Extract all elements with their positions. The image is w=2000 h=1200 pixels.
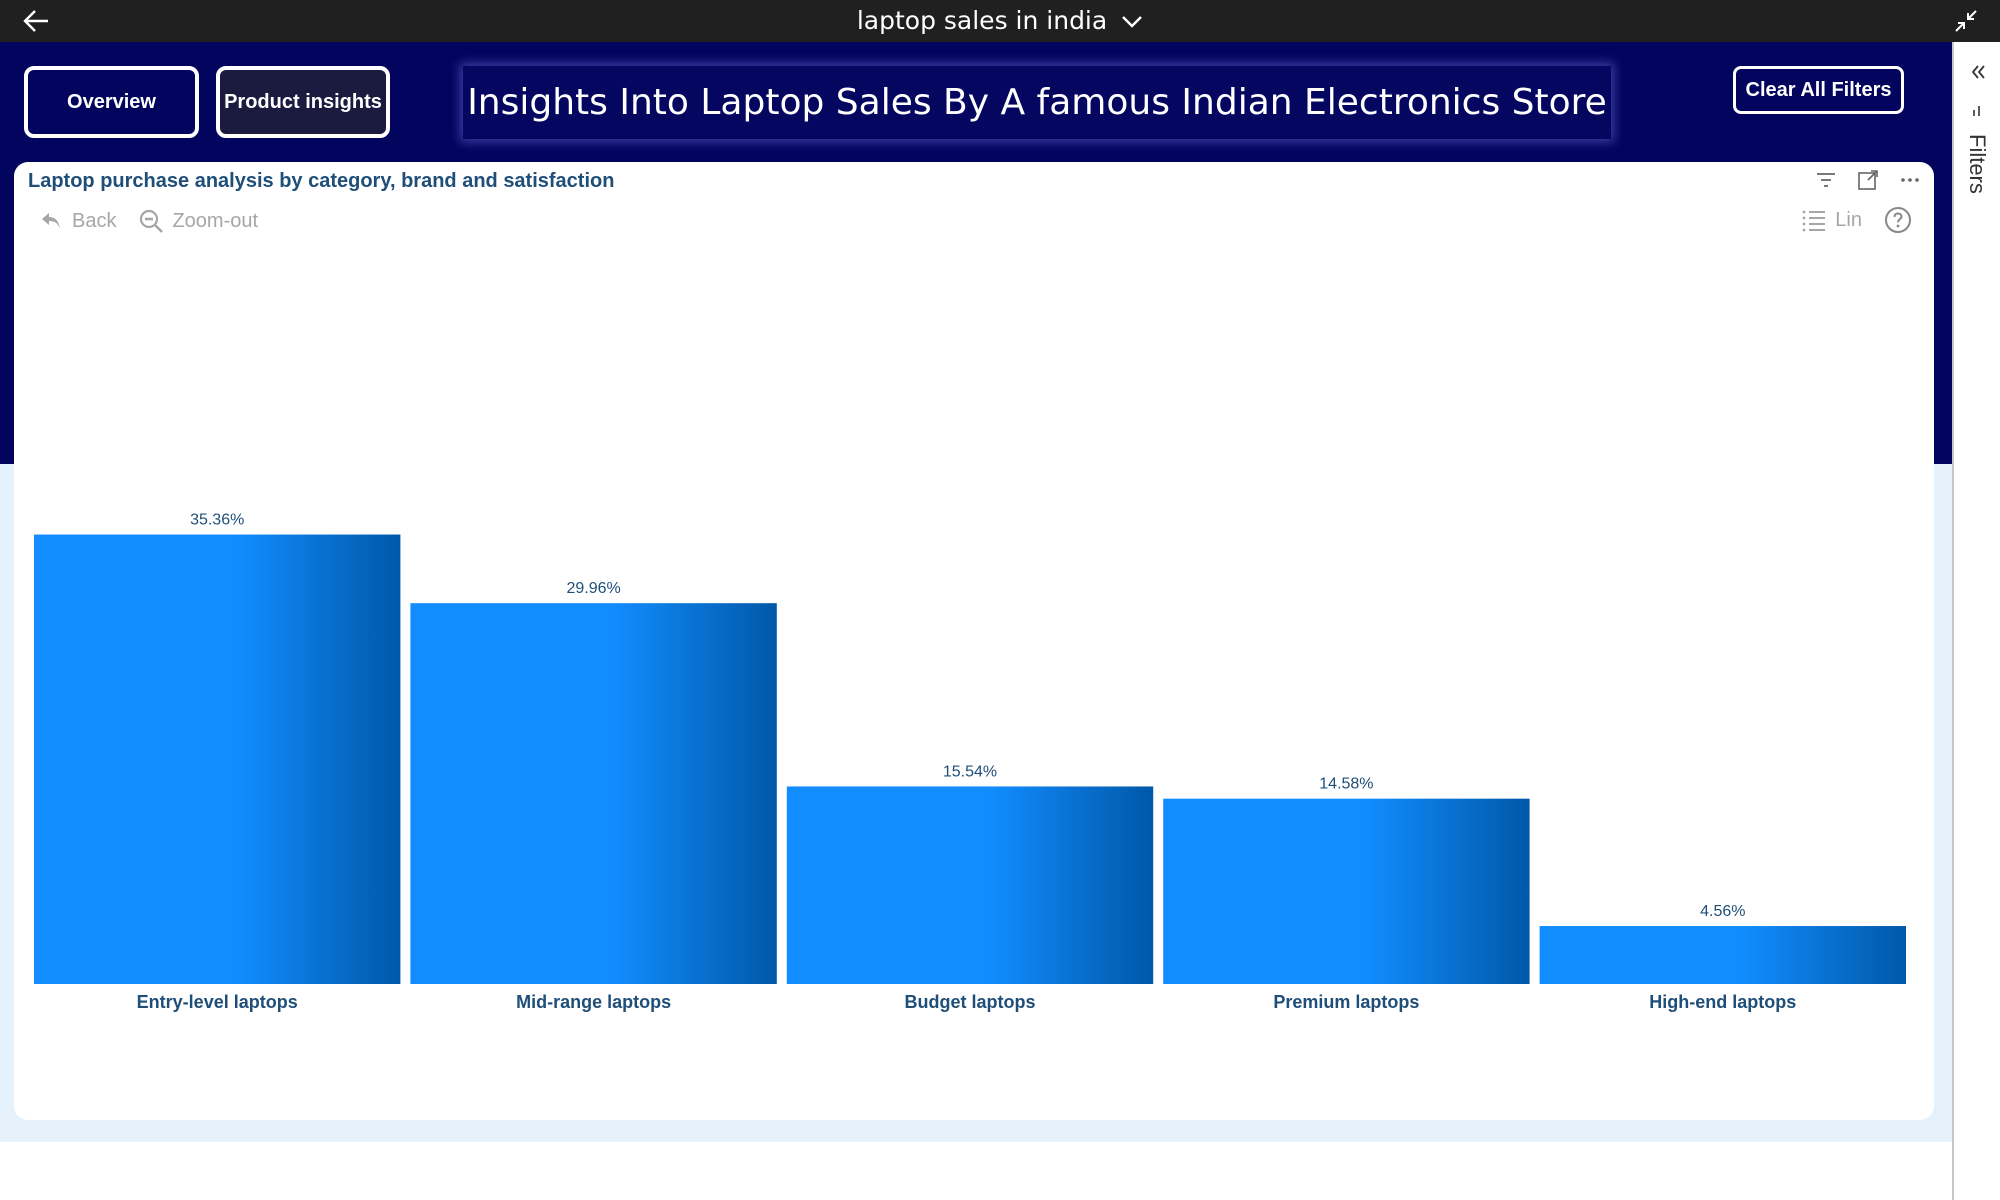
category-label-5: High-end laptops — [1649, 992, 1796, 1012]
linear-scale-tool[interactable]: Lin — [1801, 207, 1862, 233]
chart-toolbar-right: Lin — [1801, 206, 1912, 234]
chart-card: 35.36% Entry-level laptops 29.96% Mid-range… — [14, 162, 1934, 1120]
filters-pane-label[interactable]: Filters — [1965, 134, 1990, 194]
double-chevron-left-icon[interactable] — [1968, 62, 1988, 82]
zoom-out-tool-label: Zoom-out — [172, 209, 259, 232]
bar-4[interactable] — [1163, 798, 1530, 984]
zoom-out-tool[interactable]: Zoom-out — [138, 208, 258, 234]
filters-pane: Filters — [1952, 42, 2000, 1200]
category-label-2: Mid-range laptops — [516, 992, 671, 1012]
filter-pane-icon — [1973, 106, 1980, 116]
bar-chart[interactable]: 35.36% Entry-level laptops 29.96% Mid-range… — [14, 162, 1934, 1120]
list-icon — [1802, 210, 1826, 232]
product-insights-button[interactable]: Product insights — [216, 66, 390, 138]
chart-toolbar-left: Back Zoom-out — [38, 208, 258, 234]
collapse-icon[interactable] — [1954, 9, 1978, 33]
filter-icon[interactable] — [1814, 168, 1838, 192]
report-title[interactable]: laptop sales in india — [0, 6, 2000, 36]
category-label-1: Entry-level laptops — [137, 992, 298, 1012]
undo-arrow-icon — [42, 213, 60, 229]
title-bar: laptop sales in india — [0, 0, 2000, 42]
overview-button[interactable]: Overview — [24, 66, 199, 138]
bar-5[interactable] — [1539, 926, 1906, 984]
chart-title: Laptop purchase analysis by category, br… — [28, 170, 615, 192]
data-label-4: 14.58% — [1319, 776, 1373, 793]
data-label-1: 35.36% — [190, 512, 244, 529]
bar-1[interactable] — [34, 534, 401, 984]
focus-mode-icon[interactable] — [1856, 168, 1880, 192]
back-tool[interactable]: Back — [38, 208, 116, 234]
data-label-3: 15.54% — [943, 763, 997, 780]
bar-3[interactable] — [786, 786, 1154, 984]
page-banner: Insights Into Laptop Sales By A famous I… — [463, 66, 1611, 139]
clear-all-filters-button[interactable]: Clear All Filters — [1733, 66, 1904, 114]
more-options-icon[interactable] — [1898, 168, 1922, 192]
back-arrow-icon[interactable] — [22, 8, 50, 34]
zoom-out-icon — [140, 209, 164, 233]
back-tool-label: Back — [72, 209, 117, 232]
data-label-2: 29.96% — [566, 580, 620, 597]
category-label-3: Budget laptops — [905, 992, 1036, 1012]
category-label-4: Premium laptops — [1273, 992, 1419, 1012]
report-title-text: laptop sales in india — [856, 6, 1108, 35]
linear-scale-label: Lin — [1835, 208, 1862, 231]
data-label-5: 4.56% — [1700, 903, 1745, 920]
chevron-down-icon[interactable] — [1121, 15, 1143, 29]
help-icon[interactable] — [1884, 206, 1912, 234]
visual-header-icons — [1814, 168, 1922, 192]
bar-2[interactable] — [410, 603, 777, 984]
